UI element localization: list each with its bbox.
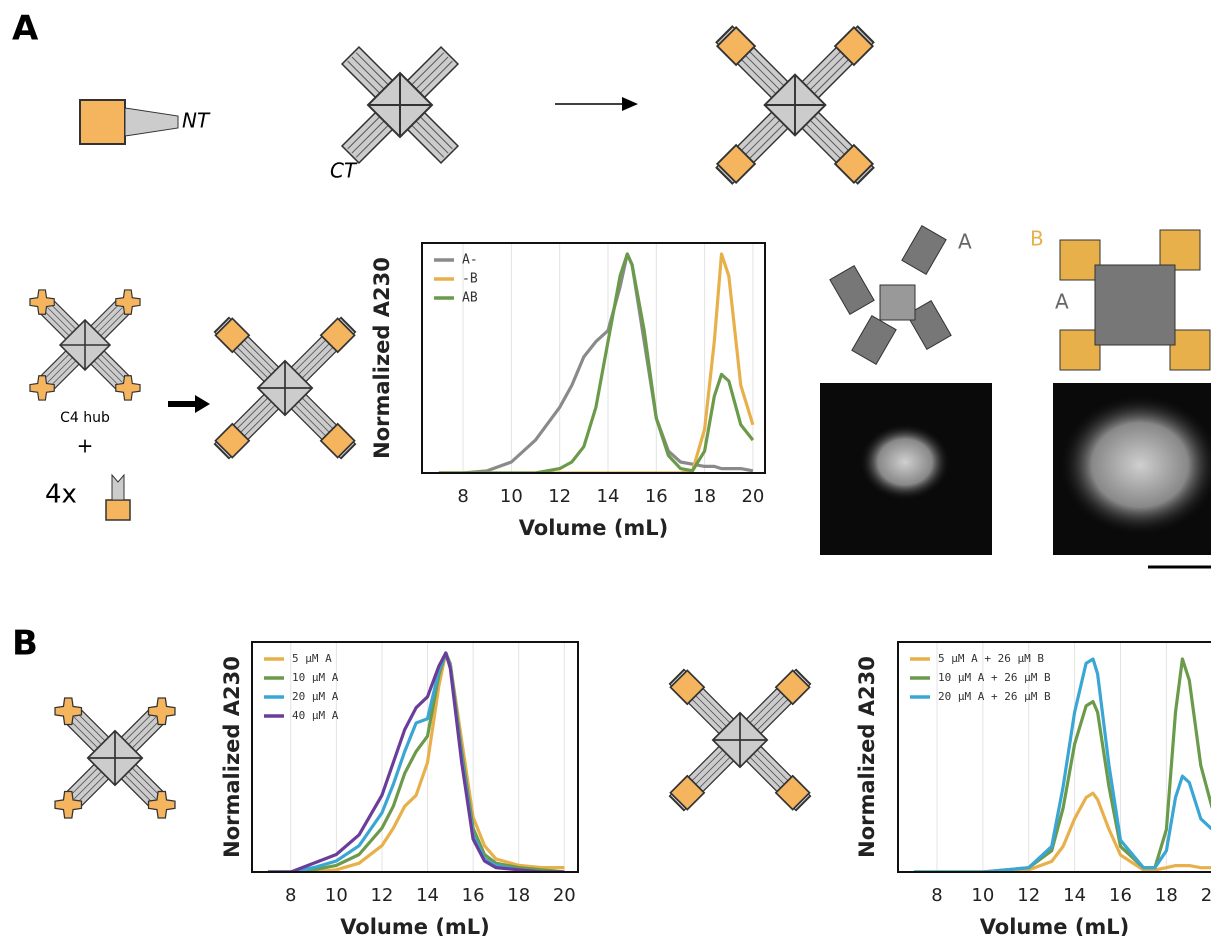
legend-label: 20 µM A [292, 690, 339, 703]
assembly-icon [215, 318, 356, 459]
x-tick-label: 18 [507, 885, 530, 906]
x-tick-label: 10 [325, 885, 348, 906]
hub-label: C4 hub [60, 410, 110, 426]
x-tick-label: 10 [500, 486, 523, 507]
legend-label: 5 µM A + 26 µM B [938, 652, 1044, 665]
legend-label: -B [462, 272, 478, 287]
x-tick-label: 12 [1017, 885, 1040, 906]
legend-label: AB [462, 291, 478, 306]
y-axis-title: Normalized A230 [370, 257, 394, 459]
legend-label: 10 µM A + 26 µM B [938, 671, 1051, 684]
x-tick-label: 14 [416, 885, 439, 906]
arrow [168, 395, 210, 413]
monomer-icon [80, 100, 178, 144]
structure-label: A [1055, 290, 1069, 314]
x-tick-label: 8 [285, 885, 296, 906]
plus: + [77, 434, 94, 458]
x-tick-label: 18 [693, 486, 716, 507]
x-tick-label: 20 [741, 486, 764, 507]
x-tick-label: 18 [1155, 885, 1178, 906]
panel-label: B [12, 624, 38, 664]
legend-label: 10 µM A [292, 671, 339, 684]
chart: 8 10 12 14 16 18 20 5 µM A + 26 µM B 10 µM A + 2… [855, 642, 1211, 936]
x-axis-title: Volume (mL) [340, 915, 490, 936]
structure-a [830, 226, 951, 365]
x-axis-title: Volume (mL) [980, 915, 1130, 936]
hub-icon [27, 287, 144, 404]
x-tick-label: 16 [462, 885, 485, 906]
assembly-icon [716, 26, 873, 183]
x-tick-label: 14 [1063, 885, 1086, 906]
chart: 8 10 12 14 16 18 20 5 µM A 10 µM A 20 µM A 40 µM A… [220, 642, 578, 936]
monomer-icon [106, 475, 130, 520]
arrow-head [622, 97, 638, 111]
x-tick-label: 12 [548, 486, 571, 507]
legend-label: 20 µM A + 26 µM B [938, 690, 1051, 703]
x-tick-label: 20 [553, 885, 576, 906]
x-axis-title: Volume (mL) [519, 516, 669, 540]
x-tick-label: 16 [645, 486, 668, 507]
legend-label: 5 µM A [292, 652, 332, 665]
x-tick-label: 20 [1201, 885, 1211, 906]
x-tick-label: 14 [597, 486, 620, 507]
x-tick-label: 8 [457, 486, 468, 507]
y-axis-title: Normalized A230 [855, 656, 879, 858]
hub-icon [342, 47, 458, 163]
legend-label: A- [462, 253, 478, 268]
panel-label: A [12, 9, 39, 49]
micrograph-blob [860, 424, 950, 500]
count-label: 4x [45, 480, 77, 510]
x-tick-label: 10 [971, 885, 994, 906]
x-tick-label: 12 [370, 885, 393, 906]
figure: A B NT CT C4 hub + 4x A B A 8 10 12 14 16 18 2… [0, 0, 1211, 936]
x-tick-label: 16 [1109, 885, 1132, 906]
legend-label: 40 µM A [292, 709, 339, 722]
hub-icon [51, 694, 178, 821]
nt-label: NT [182, 109, 211, 133]
structure-label: A [958, 230, 972, 254]
assembly-icon [670, 670, 811, 811]
structure-label: B [1030, 227, 1044, 251]
structure-b [1060, 230, 1210, 370]
ct-label: CT [330, 159, 358, 183]
chart: 8 10 12 14 16 18 20 A- -B AB Volume (mL) Normalized… [370, 243, 765, 540]
page: A B NT CT C4 hub + 4x A B A 8 10 12 14 16 18 2… [0, 0, 1211, 936]
x-tick-label: 8 [931, 885, 942, 906]
y-axis-title: Normalized A230 [220, 656, 244, 858]
